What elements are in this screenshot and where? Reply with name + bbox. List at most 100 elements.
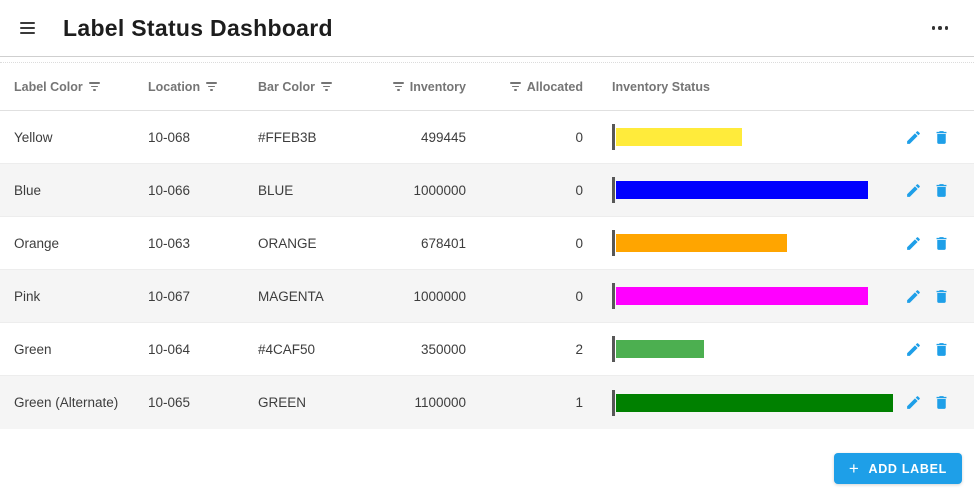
- trash-icon: [936, 289, 946, 303]
- delete-button[interactable]: [932, 181, 950, 199]
- allocated-cell: 0: [575, 288, 583, 304]
- table-body: Yellow 10-068 #FFEB3B 499445 0 Blue 10-0…: [0, 111, 974, 429]
- footer: + ADD LABEL: [0, 429, 974, 484]
- edit-button[interactable]: [904, 181, 922, 199]
- location-cell: 10-067: [148, 288, 191, 304]
- add-label-button[interactable]: + ADD LABEL: [833, 453, 962, 484]
- column-header-label: Location: [148, 79, 201, 94]
- axis-tick: [612, 283, 615, 309]
- bar-color-cell: MAGENTA: [258, 288, 324, 304]
- inventory-bar: [616, 393, 893, 412]
- inventory-cell: 1000000: [413, 182, 466, 198]
- page-title: Label Status Dashboard: [63, 14, 333, 41]
- row-actions: [904, 181, 974, 199]
- menu-icon[interactable]: [20, 22, 35, 34]
- pencil-icon: [906, 236, 920, 250]
- column-header-label-color[interactable]: Label Color: [14, 80, 148, 94]
- trash-icon: [936, 236, 946, 250]
- table-row: Blue 10-066 BLUE 1000000 0: [0, 164, 974, 217]
- inventory-cell: 350000: [420, 341, 466, 357]
- inventory-status-cell: [612, 283, 904, 309]
- inventory-status-chart: [612, 336, 704, 362]
- allocated-cell: 2: [575, 341, 583, 357]
- column-header-label: Bar Color: [258, 79, 315, 94]
- pencil-icon: [906, 130, 920, 144]
- bar-color-cell: GREEN: [258, 395, 307, 410]
- pencil-icon: [906, 183, 920, 197]
- inventory-status-cell: [612, 124, 904, 150]
- filter-icon[interactable]: [509, 82, 521, 91]
- delete-button[interactable]: [932, 340, 950, 358]
- inventory-bar: [616, 340, 704, 358]
- column-header-label: Allocated: [526, 79, 583, 94]
- inventory-bar: [616, 234, 787, 252]
- app-bar: Label Status Dashboard: [0, 0, 974, 57]
- row-actions: [904, 234, 974, 252]
- inventory-cell: 499445: [420, 129, 466, 145]
- column-header-bar-color[interactable]: Bar Color: [258, 80, 378, 94]
- column-header-inventory-status[interactable]: Inventory Status: [612, 80, 974, 94]
- add-label-button-text: ADD LABEL: [868, 461, 947, 476]
- label-table: Label Color Location Bar Color Inventory All…: [0, 62, 974, 429]
- inventory-status-cell: [612, 336, 904, 362]
- inventory-bar: [616, 128, 742, 146]
- inventory-status-chart: [612, 283, 868, 309]
- edit-button[interactable]: [904, 340, 922, 358]
- column-header-location[interactable]: Location: [148, 80, 258, 94]
- inventory-status-chart: [612, 389, 893, 416]
- inventory-status-cell: [612, 230, 904, 256]
- delete-button[interactable]: [932, 394, 950, 412]
- location-cell: 10-066: [148, 182, 191, 198]
- location-cell: 10-063: [148, 235, 191, 251]
- more-options-icon[interactable]: [930, 20, 951, 36]
- table-row: Orange 10-063 ORANGE 678401 0: [0, 217, 974, 270]
- trash-icon: [936, 342, 946, 356]
- table-row: Green (Alternate) 10-065 GREEN 1100000 1: [0, 376, 974, 429]
- axis-tick: [612, 230, 615, 256]
- inventory-status-cell: [612, 389, 904, 416]
- allocated-cell: 1: [575, 395, 583, 410]
- pencil-icon: [906, 289, 920, 303]
- inventory-status-chart: [612, 124, 742, 150]
- edit-button[interactable]: [904, 394, 922, 412]
- inventory-status-chart: [612, 230, 787, 256]
- location-cell: 10-065: [148, 395, 191, 410]
- table-header-row: Label Color Location Bar Color Inventory All…: [0, 63, 974, 111]
- axis-tick: [612, 336, 615, 362]
- inventory-cell: 1000000: [413, 288, 466, 304]
- row-actions: [904, 340, 974, 358]
- inventory-status-cell: [612, 177, 904, 203]
- label-color-cell: Orange: [14, 235, 60, 251]
- edit-button[interactable]: [904, 128, 922, 146]
- allocated-cell: 0: [575, 235, 583, 251]
- table-row: Yellow 10-068 #FFEB3B 499445 0: [0, 111, 974, 164]
- delete-button[interactable]: [932, 287, 950, 305]
- column-header-inventory[interactable]: Inventory: [378, 80, 466, 94]
- edit-button[interactable]: [904, 234, 922, 252]
- row-actions: [904, 287, 974, 305]
- table-row: Green 10-064 #4CAF50 350000 2: [0, 323, 974, 376]
- column-header-allocated[interactable]: Allocated: [466, 80, 583, 94]
- filter-icon[interactable]: [320, 82, 332, 91]
- column-header-label: Label Color: [14, 79, 83, 94]
- edit-button[interactable]: [904, 287, 922, 305]
- bar-color-cell: ORANGE: [258, 235, 317, 251]
- column-header-label: Inventory: [409, 79, 466, 94]
- delete-button[interactable]: [932, 234, 950, 252]
- delete-button[interactable]: [932, 128, 950, 146]
- location-cell: 10-068: [148, 129, 191, 145]
- trash-icon: [936, 183, 946, 197]
- filter-icon[interactable]: [392, 82, 404, 91]
- label-color-cell: Pink: [14, 288, 41, 304]
- filter-icon[interactable]: [206, 82, 218, 91]
- bar-color-cell: BLUE: [258, 182, 294, 198]
- plus-icon: +: [848, 459, 860, 478]
- inventory-status-chart: [612, 177, 868, 203]
- bar-color-cell: #FFEB3B: [258, 129, 317, 145]
- label-color-cell: Yellow: [14, 129, 53, 145]
- label-color-cell: Blue: [14, 182, 42, 198]
- row-actions: [904, 394, 974, 412]
- inventory-bar: [616, 287, 868, 305]
- filter-icon[interactable]: [88, 82, 100, 91]
- location-cell: 10-064: [148, 341, 191, 357]
